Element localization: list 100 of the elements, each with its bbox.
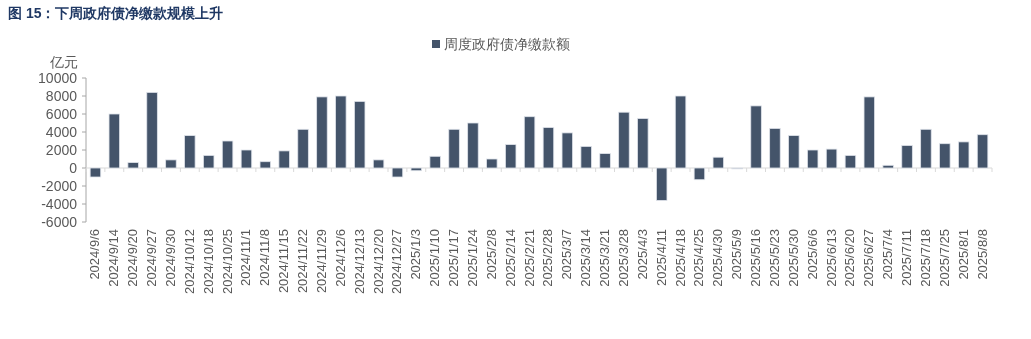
x-tick-label: 2024/10/12 [181,229,197,295]
x-tick-label: 2025/1/3 [408,229,424,280]
bar [769,128,781,169]
x-tick-label: 2024/9/14 [106,229,122,287]
bar [920,128,932,169]
x-tick-label: 2025/7/25 [936,229,952,287]
bar [674,95,687,169]
bar [203,155,215,169]
x-tick-label: 2025/1/24 [464,229,480,287]
x-tick-label: 2025/7/18 [917,229,933,287]
x-tick-label: 2025/2/28 [540,229,556,287]
bar [542,127,555,169]
x-tick-label: 2024/11/15 [276,229,292,294]
x-tick-label: 2024/10/25 [219,229,235,295]
x-tick-label: 2024/12/27 [389,229,405,295]
bar [354,101,366,169]
bar [958,141,970,169]
bar [391,167,404,178]
bar [240,149,253,169]
x-tick-label: 2025/5/23 [766,229,782,287]
x-tick-label: 2025/1/10 [427,229,443,287]
bar [807,149,819,169]
bar [448,128,460,169]
bar [297,128,309,169]
bar [127,162,139,169]
x-tick-label: 2025/7/11 [899,229,915,286]
x-tick-label: 2025/3/21 [597,229,613,287]
y-tick-label: 2000 [45,142,78,158]
x-tick-label: 2025/4/30 [710,229,726,287]
bar [505,144,517,169]
x-tick-label: 2025/4/11 [653,229,669,286]
bar [316,96,328,169]
bar [712,156,724,169]
y-tick-label: 0 [69,160,78,176]
x-tick-label: 2024/11/29 [313,229,329,294]
bar [335,95,347,169]
bar [523,116,536,169]
x-tick-label: 2024/12/13 [351,229,367,295]
x-tick-label: 2024/9/30 [162,229,178,287]
y-tick-label: 10000 [38,70,78,86]
x-tick-label: 2025/8/1 [955,229,971,280]
x-tick-label: 2024/11/1 [238,229,254,286]
x-tick-label: 2025/4/3 [634,229,650,280]
bar [863,96,875,169]
bar [486,158,498,169]
x-tick-label: 2025/1/17 [446,229,462,287]
x-tick-label: 2025/8/8 [974,229,990,280]
x-tick-label: 2025/4/25 [691,229,707,287]
y-tick-label: 8000 [45,88,78,104]
x-tick-label: 2025/2/14 [502,229,518,287]
x-tick-label: 2025/2/8 [483,229,499,280]
bar [429,155,441,169]
bar [939,143,951,169]
x-tick-label: 2024/9/20 [125,229,141,287]
x-tick-label: 2025/3/7 [559,229,575,280]
x-tick-label: 2024/11/8 [257,229,273,286]
bar [618,111,630,169]
x-tick-label: 2024/10/18 [200,229,216,295]
bar [184,135,196,169]
bar [844,155,857,169]
x-tick-label: 2025/6/20 [842,229,858,287]
x-tick-label: 2024/9/27 [144,229,160,287]
x-tick-label: 2025/5/9 [729,229,745,280]
bar [825,148,838,169]
x-tick-label: 2025/6/13 [823,229,839,287]
bar [467,122,479,169]
y-tick-label: -2000 [41,178,78,194]
y-axis-title: 亿元 [49,54,78,70]
bar [221,140,234,169]
bar [372,159,385,169]
bar [561,132,573,169]
x-tick-label: 2025/4/18 [672,229,688,287]
x-tick-label: 2025/3/14 [578,229,594,287]
bar [750,105,762,169]
bar [901,145,913,169]
bar [882,164,894,169]
bar [89,167,102,178]
x-tick-label: 2025/6/27 [861,229,877,287]
bar [259,161,271,169]
x-tick-label: 2025/5/16 [748,229,764,287]
bar [976,134,989,169]
bar [108,113,120,169]
y-tick-label: 6000 [45,106,78,122]
x-tick-label: 2024/12/6 [332,229,348,287]
x-tick-label: 2025/5/30 [785,229,801,287]
x-tick-label: 2024/12/20 [370,229,386,295]
y-tick-label: -6000 [41,214,78,230]
bar [165,159,177,169]
chart-title: 图 15：下周政府债净缴款规模上升 [8,5,224,21]
bar [788,135,800,169]
bar [693,167,706,181]
legend-label: 周度政府债净缴款额 [444,36,570,52]
bar [656,167,668,201]
x-tick-label: 2025/6/6 [804,229,820,280]
y-tick-label: 4000 [45,124,78,140]
x-tick-label: 2025/7/4 [880,229,896,280]
x-tick-label: 2024/11/22 [295,229,311,294]
x-tick-label: 2024/9/6 [87,229,103,280]
x-tick-label: 2025/2/21 [521,229,537,287]
bar [599,153,611,169]
